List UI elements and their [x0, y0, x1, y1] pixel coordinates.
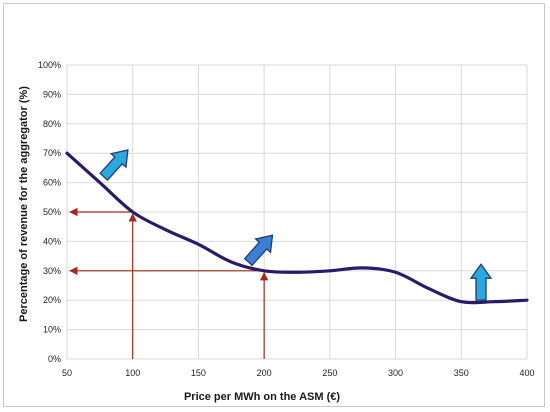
y-tick-label: 40%: [43, 236, 61, 246]
x-tick-label: 150: [191, 368, 206, 378]
chart-frame: 0% 10% 20% 30% 40% 50% 60% 70% 80% 90% 100% 50 100 1…: [3, 3, 545, 407]
y-axis-title: Percentage of revenue for the aggregator…: [18, 86, 30, 322]
series-group: [65, 151, 529, 305]
annotation-arrow: [469, 263, 493, 301]
y-tick-label: 20%: [43, 295, 61, 305]
y-tick-label: 10%: [43, 325, 61, 335]
x-tick-label: 400: [519, 368, 534, 378]
line-chart: 0% 10% 20% 30% 40% 50% 60% 70% 80% 90% 100% 50 100 1…: [18, 60, 535, 403]
x-tick-label: 250: [322, 368, 337, 378]
y-tick-label: 30%: [43, 266, 61, 276]
y-tick-label: 100%: [38, 60, 61, 70]
x-tick-labels: 50 100 150 200 250 300 350 400: [62, 368, 535, 378]
x-tick-label: 300: [388, 368, 403, 378]
y-tick-label: 80%: [43, 119, 61, 129]
y-tick-label: 60%: [43, 178, 61, 188]
reference-lines: [69, 207, 269, 359]
x-tick-label: 350: [454, 368, 469, 378]
annotation-arrows: [99, 149, 493, 301]
y-tick-label: 50%: [43, 207, 61, 217]
series-line: [65, 151, 529, 305]
gridlines: [66, 64, 528, 360]
x-tick-label: 50: [62, 368, 72, 378]
annotation-arrow: [243, 234, 274, 267]
y-tick-label: 0%: [48, 354, 61, 364]
x-tick-label: 100: [125, 368, 140, 378]
y-tick-label: 70%: [43, 148, 61, 158]
x-axis-title: Price per MWh on the ASM (€): [184, 391, 340, 403]
annotation-arrow: [99, 149, 129, 181]
x-tick-label: 200: [257, 368, 272, 378]
y-tick-labels: 0% 10% 20% 30% 40% 50% 60% 70% 80% 90% 100%: [38, 60, 61, 364]
y-tick-label: 90%: [43, 89, 61, 99]
